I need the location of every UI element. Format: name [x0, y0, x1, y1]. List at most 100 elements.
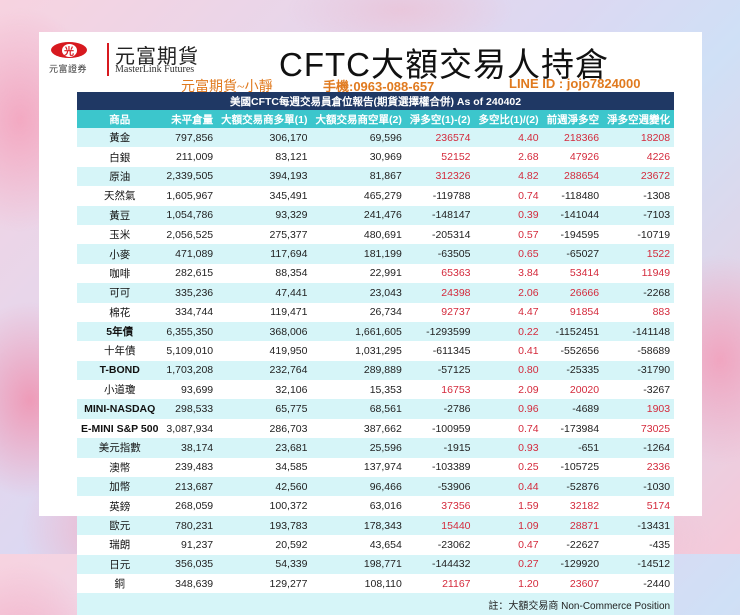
cell-net: 52152 — [405, 147, 475, 167]
cell-short: 387,662 — [311, 418, 406, 439]
cell-chg: -2268 — [603, 283, 675, 303]
table-row: 瑞朗 91,237 20,592 43,654 -23062 0.47 -22627 -435 — [77, 535, 675, 555]
cell-ratio: 0.96 — [474, 399, 543, 419]
cell-oi: 6,355,350 — [162, 321, 218, 342]
cell-long: 129,277 — [217, 573, 312, 594]
cell-chg: -14512 — [603, 554, 675, 574]
cell-net: -103389 — [405, 457, 475, 478]
cell-chg: -58689 — [603, 341, 675, 361]
table-row: 美元指數 38,174 23,681 25,596 -1915 0.93 -651 -1264 — [77, 438, 675, 458]
commodity-name: 澳幣 — [77, 457, 163, 478]
table-row: T-BOND 1,703,208 232,764 289,889 -57125 0.80-… — [77, 360, 675, 381]
table-row: MINI-NASDAQ 298,533 65,775 68,561 -2786 0.96-… — [77, 399, 675, 419]
commodity-name: 加幣 — [77, 477, 163, 497]
cell-long: 286,703 — [217, 418, 312, 439]
cell-ratio: 3.84 — [474, 263, 543, 284]
cell-long: 119,471 — [217, 302, 312, 322]
cell-oi: 38,174 — [162, 438, 218, 458]
commodity-name: 咖啡 — [77, 263, 163, 284]
cell-oi: 3,087,934 — [162, 418, 218, 439]
cell-chg: 73025 — [603, 418, 675, 439]
cell-net: -53906 — [405, 477, 475, 497]
cell-prev: -173984 — [542, 418, 604, 439]
cell-ratio: 4.40 — [474, 128, 543, 148]
cell-short: 23,043 — [311, 283, 406, 303]
cell-oi: 211,009 — [162, 147, 218, 167]
cell-ratio: 4.47 — [474, 302, 543, 322]
cell-chg: -7103 — [603, 205, 675, 225]
table-row: 十年債 5,109,010 419,950 1,031,295 -611345 0.41-… — [77, 341, 675, 361]
cell-long: 42,560 — [217, 477, 312, 497]
cell-prev: 288654 — [542, 166, 604, 187]
cell-prev: -1152451 — [542, 321, 604, 342]
cell-net: -1293599 — [405, 321, 475, 342]
table-row: 黃豆 1,054,786 93,329 241,476 -148147 0.39 -1410… — [77, 205, 675, 225]
cell-oi: 1,605,967 — [162, 186, 218, 206]
cell-ratio: 0.27 — [474, 554, 543, 574]
cell-long: 88,354 — [217, 263, 312, 284]
cell-oi: 348,639 — [162, 573, 218, 594]
cell-short: 63,016 — [311, 496, 406, 516]
cell-ratio: 2.68 — [474, 147, 543, 167]
table-row: 棉花 334,744 119,471 26,734 92737 4.47 91854 883 — [77, 302, 675, 322]
cell-short: 43,654 — [311, 535, 406, 555]
cell-long: 65,775 — [217, 399, 312, 419]
table-body: 黃金 797,856 306,170 69,596 236574 4.40 218366 18… — [77, 128, 675, 594]
cell-net: 16753 — [405, 380, 475, 400]
cell-long: 47,441 — [217, 283, 312, 303]
commodity-name: 玉米 — [77, 224, 163, 245]
cell-chg: -10719 — [603, 224, 675, 245]
cell-prev: 26666 — [542, 283, 604, 303]
cell-long: 34,585 — [217, 457, 312, 478]
commodity-name: 天然氣 — [77, 186, 163, 206]
cell-net: -148147 — [405, 205, 475, 225]
cell-prev: -4689 — [542, 399, 604, 419]
cell-short: 1,031,295 — [311, 341, 406, 361]
cell-long: 100,372 — [217, 496, 312, 516]
column-header: 大額交易商空單(2) — [311, 110, 406, 128]
cell-prev: 53414 — [542, 263, 604, 284]
cell-net: -2786 — [405, 399, 475, 419]
cell-short: 69,596 — [311, 128, 406, 148]
cell-chg: 4226 — [603, 147, 675, 167]
cell-oi: 334,744 — [162, 302, 218, 322]
commodity-name: 黃豆 — [77, 205, 163, 225]
cell-short: 1,661,605 — [311, 321, 406, 342]
commodity-name: T-BOND — [77, 360, 163, 381]
cell-chg: -3267 — [603, 380, 675, 400]
cell-prev: 23607 — [542, 573, 604, 594]
cell-short: 181,199 — [311, 244, 406, 264]
cell-long: 275,377 — [217, 224, 312, 245]
cell-chg: -13431 — [603, 515, 675, 536]
cell-chg: 1522 — [603, 244, 675, 264]
table-footnote-row: 註：大額交易商 Non-Commerce Position — [77, 593, 675, 615]
column-header: 淨多空週變化 — [603, 110, 675, 128]
cell-ratio: 2.06 — [474, 283, 543, 303]
contact-name: 元富期貨~小靜 — [181, 80, 273, 95]
cell-short: 108,110 — [311, 573, 406, 594]
cell-ratio: 0.93 — [474, 438, 543, 458]
cell-prev: -22627 — [542, 535, 604, 555]
logo-name-cn: 元富期貨 — [115, 46, 199, 68]
cell-long: 306,170 — [217, 128, 312, 148]
column-header: 淨多空(1)-(2) — [405, 110, 475, 128]
column-header: 前週淨多空 — [542, 110, 604, 128]
cell-net: -611345 — [405, 341, 475, 361]
cell-prev: 218366 — [542, 128, 604, 148]
commodity-name: 瑞朗 — [77, 535, 163, 555]
commodity-name: 黃金 — [77, 128, 163, 148]
cell-long: 83,121 — [217, 147, 312, 167]
table-row: 5年債 6,355,350 368,006 1,661,605 -1293599 0.22… — [77, 321, 675, 342]
cell-net: 236574 — [405, 128, 475, 148]
table-row: 可可 335,236 47,441 23,043 24398 2.06 26666 -2268 — [77, 283, 675, 303]
cell-oi: 797,856 — [162, 128, 218, 148]
cell-ratio: 0.80 — [474, 360, 543, 381]
cell-short: 241,476 — [311, 205, 406, 225]
cell-prev: -118480 — [542, 186, 604, 206]
cell-prev: -52876 — [542, 477, 604, 497]
cell-ratio: 0.47 — [474, 535, 543, 555]
cell-long: 193,783 — [217, 515, 312, 536]
cell-net: -57125 — [405, 360, 475, 381]
cell-chg: -1030 — [603, 477, 675, 497]
cell-long: 32,106 — [217, 380, 312, 400]
